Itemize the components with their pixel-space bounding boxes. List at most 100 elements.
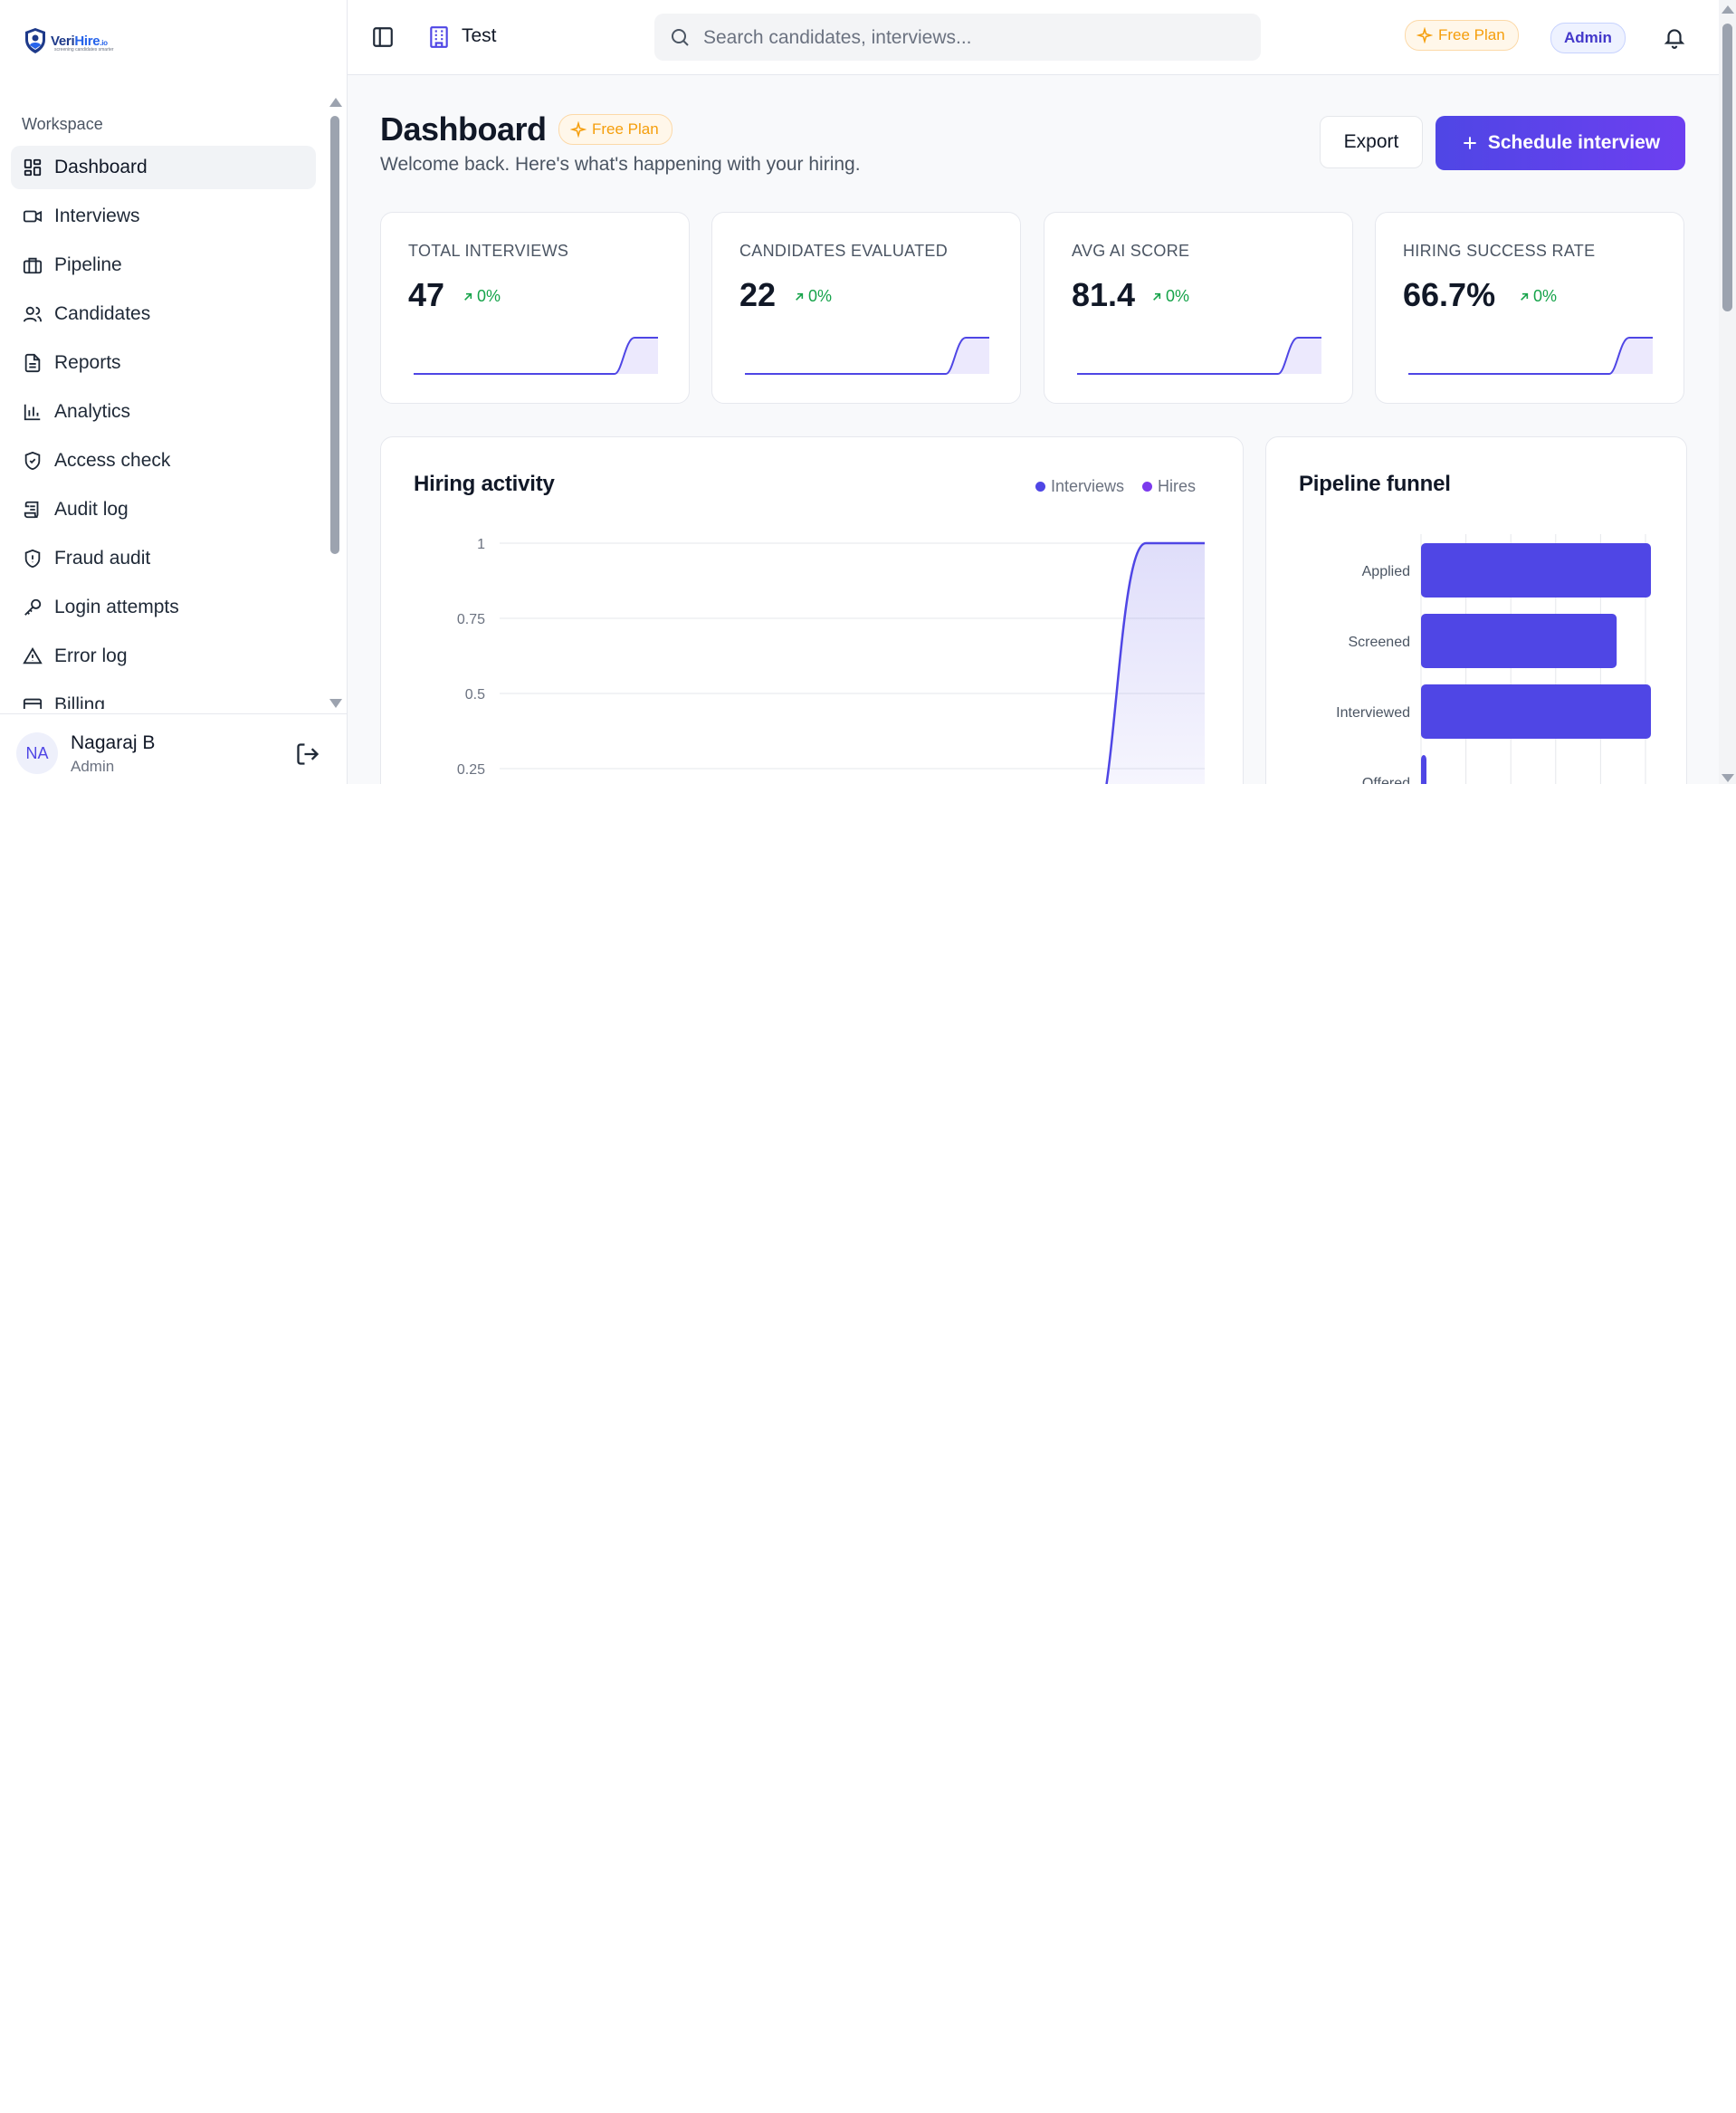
kpi-card-avg-ai-score: AVG AI SCORE 81.4 0% <box>1044 212 1353 404</box>
sidebar-item-dashboard[interactable]: Dashboard <box>11 146 316 189</box>
kpi-delta: 0% <box>461 287 501 306</box>
sidebar-item-access-check[interactable]: Access check <box>11 439 316 483</box>
y-tick-label: 0.75 <box>457 612 485 627</box>
sidebar-item-candidates[interactable]: Candidates <box>11 292 316 336</box>
sidebar-scroll-thumb[interactable] <box>330 116 339 554</box>
kpi-card-total-interviews: TOTAL INTERVIEWS 47 0% <box>380 212 690 404</box>
y-tick-label: 0.5 <box>465 687 485 703</box>
plan-badge[interactable]: Free Plan <box>1405 20 1519 51</box>
kpi-value: 66.7% <box>1403 276 1496 313</box>
user-role: Admin <box>71 758 115 775</box>
search-input[interactable] <box>701 14 1248 62</box>
shield-alert-icon <box>22 548 43 569</box>
credit-card-icon <box>22 694 43 709</box>
brand-name: VeriHire.io <box>51 33 108 49</box>
sidebar-item-analytics[interactable]: Analytics <box>11 390 316 434</box>
page-title: Dashboard <box>380 110 547 148</box>
y-tick-label: 0.25 <box>457 762 485 778</box>
sidebar-item-label: Analytics <box>54 401 131 422</box>
funnel-category-label: Offered <box>1362 776 1410 784</box>
sidebar-item-audit-log[interactable]: Audit log <box>11 488 316 531</box>
scroll-down-arrow-icon[interactable] <box>329 699 342 708</box>
scroll-down-arrow-icon[interactable] <box>1722 774 1734 782</box>
kpi-label: HIRING SUCCESS RATE <box>1403 242 1596 260</box>
export-button[interactable]: Export <box>1320 116 1423 168</box>
arrow-up-right-icon <box>1153 292 1161 301</box>
search-icon <box>672 29 689 46</box>
funnel-bar-offered <box>1421 755 1426 784</box>
kpi-value: 22 <box>739 276 777 313</box>
kpi-card-hiring-success-rate: HIRING SUCCESS RATE 66.7% 0% <box>1375 212 1684 404</box>
legend-dot <box>1035 482 1045 492</box>
page-scrollbar[interactable] <box>1719 0 1736 784</box>
sidebar-item-label: Access check <box>54 450 171 471</box>
schedule-interview-label: Schedule interview <box>1487 132 1661 153</box>
legend-dot <box>1142 482 1153 492</box>
user-profile: NA Nagaraj B Admin <box>0 713 347 784</box>
users-icon <box>22 303 43 325</box>
sidebar-item-login-attempts[interactable]: Login attempts <box>11 586 316 629</box>
avatar[interactable]: NA <box>16 732 58 774</box>
pipeline-funnel-card: Pipeline funnel Applied Screened Interview… <box>1265 436 1687 784</box>
sidebar-item-label: Billing <box>54 694 106 709</box>
plan-badge-label: Free Plan <box>1438 26 1505 43</box>
interviews-area <box>1106 543 1205 784</box>
sidebar-item-interviews[interactable]: Interviews <box>11 195 316 238</box>
search-box <box>654 14 1261 62</box>
key-icon <box>22 597 43 618</box>
kpi-label: TOTAL INTERVIEWS <box>408 242 569 260</box>
legend-label: Hires <box>1158 477 1197 495</box>
sidebar-item-pipeline[interactable]: Pipeline <box>11 244 316 287</box>
kpi-sparkline <box>1408 337 1653 375</box>
sidebar-scrollbar[interactable] <box>328 96 342 708</box>
kpi-sparkline <box>1077 337 1321 375</box>
funnel-category-label: Screened <box>1349 635 1411 650</box>
funnel-bar-screened <box>1421 614 1617 668</box>
kpi-delta-value: 0% <box>1166 287 1190 305</box>
bell-icon[interactable] <box>1663 25 1686 49</box>
file-text-icon <box>22 352 43 374</box>
sidebar-item-reports[interactable]: Reports <box>11 341 316 385</box>
bar-chart-icon <box>22 401 43 423</box>
dashboard-icon <box>22 157 43 178</box>
sidebar-item-billing[interactable]: Billing <box>11 684 316 709</box>
kpi-delta: 0% <box>1149 287 1189 306</box>
org-name[interactable]: Test <box>462 25 497 46</box>
kpi-label: AVG AI SCORE <box>1072 242 1190 260</box>
kpi-label: CANDIDATES EVALUATED <box>739 242 949 260</box>
arrow-up-right-icon <box>1521 292 1529 301</box>
scroll-up-arrow-icon[interactable] <box>1722 5 1734 14</box>
brand-tagline: screening candidates smarter <box>54 47 114 53</box>
funnel-bar-applied <box>1421 543 1651 598</box>
scroll-icon <box>22 499 43 521</box>
logout-icon[interactable] <box>295 741 320 767</box>
alert-triangle-icon <box>22 645 43 667</box>
sidebar-item-fraud-audit[interactable]: Fraud audit <box>11 537 316 580</box>
interviews-line <box>1105 541 1205 784</box>
sidebar-item-label: Reports <box>54 352 121 373</box>
briefcase-icon <box>22 254 43 276</box>
legend-item-hires[interactable]: Hires <box>1142 477 1196 496</box>
building-icon <box>430 26 448 48</box>
schedule-interview-button[interactable]: Schedule interview <box>1436 116 1685 170</box>
legend-item-interviews[interactable]: Interviews <box>1035 477 1124 496</box>
sidebar-item-label: Interviews <box>54 206 140 226</box>
page-plan-badge: Free Plan <box>558 114 672 145</box>
legend-label: Interviews <box>1051 477 1125 495</box>
hiring-activity-card: Hiring activity Interviews Hires 1 0.75 0.… <box>380 436 1244 784</box>
pipeline-funnel-title: Pipeline funnel <box>1299 472 1451 496</box>
shield-logo-icon <box>25 28 45 53</box>
kpi-card-candidates-evaluated: CANDIDATES EVALUATED 22 0% <box>711 212 1021 404</box>
sidebar-item-label: Login attempts <box>54 597 179 617</box>
sidebar-item-error-log[interactable]: Error log <box>11 635 316 678</box>
arrow-up-right-icon <box>796 292 804 301</box>
scroll-up-arrow-icon[interactable] <box>329 98 342 107</box>
page-plan-badge-label: Free Plan <box>592 120 659 138</box>
sidebar-item-label: Error log <box>54 645 128 666</box>
brand-logo[interactable]: VeriHire.io screening candidates smarter <box>24 27 114 54</box>
sidebar-toggle-icon[interactable] <box>371 25 395 49</box>
sidebar-item-label: Dashboard <box>54 157 148 177</box>
video-icon <box>22 206 43 227</box>
y-tick-label: 1 <box>477 537 485 552</box>
page-scroll-thumb[interactable] <box>1722 24 1732 311</box>
